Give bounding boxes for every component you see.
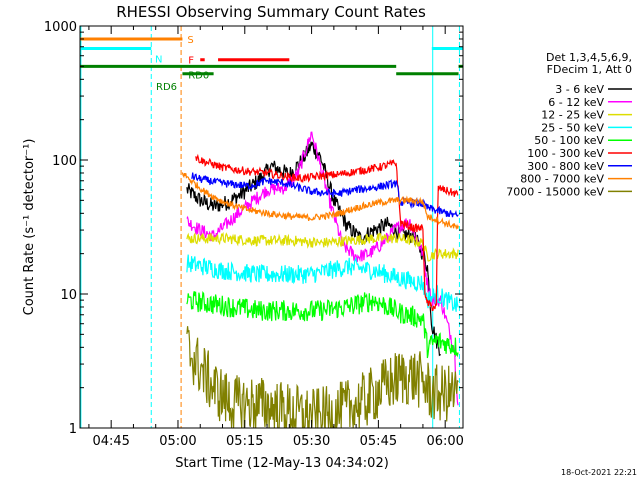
- series-line-300-800-kev: [191, 172, 459, 218]
- x-tick-label: 04:45: [92, 434, 129, 449]
- x-tick-label: 06:00: [426, 434, 463, 449]
- series-line-3-6-kev: [186, 141, 442, 357]
- y-axis-ticks: 1 10 100 1000: [44, 20, 463, 437]
- legend-label-25-50-kev: 25 - 50 keV: [541, 121, 604, 134]
- vertical-markers: [80, 26, 460, 428]
- chart-title: RHESSI Observing Summary Count Rates: [116, 3, 426, 21]
- y-tick-label: 1000: [44, 20, 77, 35]
- series-line-12-25-kev: [186, 231, 459, 262]
- legend-label-7000-15000-kev: 7000 - 15000 keV: [506, 185, 604, 198]
- flag-label-rd6: RD6: [156, 82, 177, 93]
- legend-label-3-6-kev: 3 - 6 keV: [555, 83, 604, 96]
- legend-label-300-800-kev: 300 - 800 keV: [527, 160, 604, 173]
- legend-label-50-100-kev: 50 - 100 keV: [534, 134, 604, 147]
- series-line-800-7000-kev: [181, 172, 459, 230]
- y-tick-label: 100: [52, 154, 77, 169]
- flag-label-n: N: [155, 54, 162, 65]
- series-line-7000-15000-kev: [186, 326, 459, 428]
- y-tick-label: 1: [69, 422, 77, 437]
- x-axis-ticks: 04:45 05:00 05:15 05:30 05:45 06:00: [88, 26, 464, 449]
- flag-label-rd0: RD0: [188, 70, 209, 81]
- plot-frame: [79, 25, 464, 429]
- y-tick-label: 10: [60, 288, 77, 303]
- legend-label-800-7000-kev: 800 - 7000 keV: [520, 173, 604, 186]
- legend-label-100-300-kev: 100 - 300 keV: [527, 147, 604, 160]
- legend-header-line: FDecim 1, Att 0: [547, 63, 632, 76]
- x-axis-label: Start Time (12-May-13 04:34:02): [175, 456, 389, 471]
- legend-label-6-12-kev: 6 - 12 keV: [548, 96, 604, 109]
- x-tick-label: 05:15: [226, 434, 263, 449]
- legend: Det 1,3,4,5,6,9,FDecim 1, Att 0 3 - 6 keV…: [506, 51, 632, 198]
- date-stamp: 18-Oct-2021 22:21: [561, 468, 637, 477]
- legend-header-line: Det 1,3,4,5,6,9,: [546, 51, 632, 64]
- flag-label-f: F: [188, 56, 194, 67]
- x-tick-label: 05:30: [293, 434, 330, 449]
- series-line-100-300-kev: [195, 153, 459, 312]
- x-tick-label: 05:45: [360, 434, 397, 449]
- series-line-50-100-kev: [186, 291, 459, 359]
- series-lines: [181, 131, 459, 428]
- flag-label-s: S: [187, 35, 193, 46]
- series-line-25-50-kev: [186, 254, 459, 312]
- x-tick-label: 05:00: [159, 434, 196, 449]
- y-axis-label: Count Rate (s⁻¹ detector⁻¹): [22, 139, 37, 316]
- legend-label-12-25-kev: 12 - 25 keV: [541, 109, 604, 122]
